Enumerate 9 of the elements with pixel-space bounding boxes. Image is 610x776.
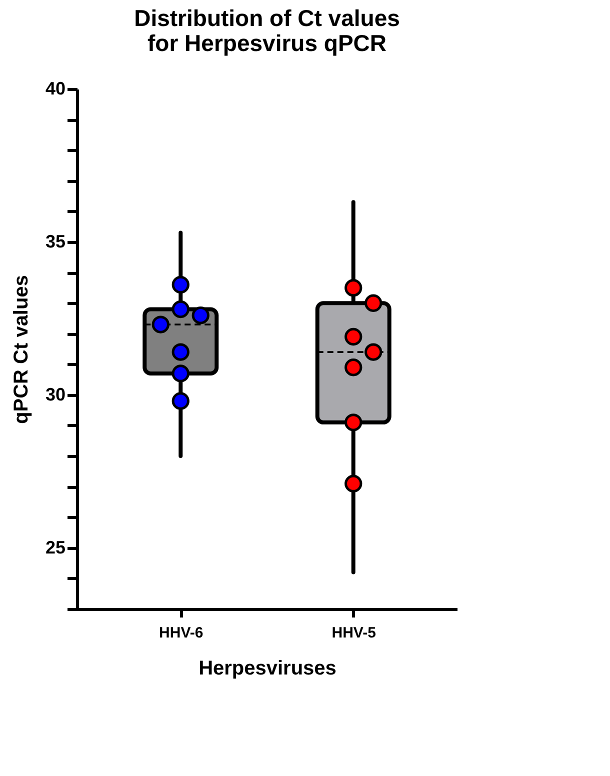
x-tick-label: HHV-5 bbox=[332, 624, 376, 642]
y-tick-label: 35 bbox=[45, 231, 66, 252]
y-tick-label: 25 bbox=[45, 537, 66, 558]
x-tick-label: HHV-6 bbox=[159, 624, 204, 642]
y-axis-title: qPCR Ct values bbox=[10, 275, 32, 424]
chart-title: Distribution of Ct values for Herpesvirus qPCR bbox=[134, 5, 400, 56]
y-tick-label: 30 bbox=[45, 384, 66, 404]
x-axis-title: Herpesviruses bbox=[198, 658, 336, 680]
y-tick-label: 40 bbox=[45, 78, 66, 98]
